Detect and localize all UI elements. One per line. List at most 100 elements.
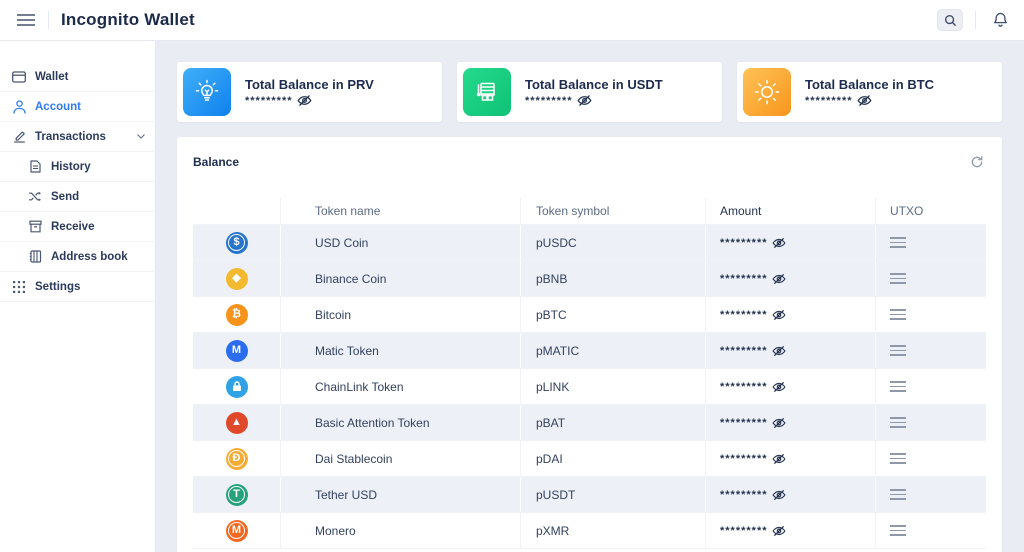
eye-slash-icon[interactable] [772, 345, 786, 357]
search-icon [944, 14, 956, 26]
eye-slash-icon[interactable] [772, 273, 786, 285]
card-title: Total Balance in BTC [805, 77, 935, 92]
sidebar-item-history[interactable]: History [0, 152, 155, 182]
token-symbol: pUSDT [521, 477, 706, 512]
token-name: Tether USD [281, 477, 521, 512]
utxo-menu-icon[interactable] [890, 309, 906, 320]
sidebar-item-wallet[interactable]: Wallet [0, 62, 155, 92]
sidebar-item-label: Address book [51, 250, 128, 263]
eye-slash-icon[interactable] [772, 525, 786, 537]
card-total-balance-prv: Total Balance in PRV ********* [177, 62, 442, 122]
table-row[interactable]: ◆ Binance Coin pBNB ********* [193, 261, 986, 297]
eye-slash-icon[interactable] [772, 237, 786, 249]
utxo-menu-icon[interactable] [890, 237, 906, 248]
eye-slash-icon[interactable] [772, 453, 786, 465]
sidebar-item-transactions[interactable]: Transactions [0, 122, 155, 152]
wallet-icon [12, 70, 26, 84]
balance-cards: Total Balance in PRV ********* [177, 62, 1002, 122]
table-row[interactable]: M Monero pXMR ********* [193, 513, 986, 549]
sidebar-item-label: Send [51, 190, 80, 203]
link-coin-icon [225, 375, 248, 398]
table-row[interactable]: ₿ Bitcoin pBTC ********* [193, 297, 986, 333]
sidebar-item-label: Wallet [35, 71, 69, 83]
masked-amount: ********* [525, 94, 573, 107]
token-symbol: pLINK [521, 369, 706, 404]
sidebar-item-send[interactable]: Send [0, 182, 155, 212]
eye-slash-icon[interactable] [772, 489, 786, 501]
lightbulb-icon [183, 68, 231, 116]
token-name: Matic Token [281, 333, 521, 368]
token-name: Binance Coin [281, 261, 521, 296]
token-name: Monero [281, 513, 521, 548]
utxo-menu-icon[interactable] [890, 453, 906, 464]
utxo-menu-icon[interactable] [890, 345, 906, 356]
sidebar-item-settings[interactable]: Settings [0, 272, 155, 302]
utxo-menu-icon[interactable] [890, 489, 906, 500]
receive-icon [28, 220, 42, 234]
masked-amount: ********* [720, 272, 768, 285]
send-icon [28, 190, 42, 204]
sidebar-item-label: Settings [35, 280, 81, 293]
usdc-coin-icon: $ [225, 231, 248, 254]
col-header-token-name: Token name [281, 197, 521, 224]
sidebar-item-receive[interactable]: Receive [0, 212, 155, 242]
table-row[interactable]: M Matic Token pMATIC ********* [193, 333, 986, 369]
token-name: USD Coin [281, 225, 521, 260]
account-icon [12, 99, 26, 114]
search-button[interactable] [937, 9, 963, 31]
main-content: Total Balance in PRV ********* [157, 41, 1024, 552]
table-row[interactable]: $ USD Coin pUSDC ********* [193, 225, 986, 261]
card-total-balance-usdt: Total Balance in USDT ********* [457, 62, 722, 122]
utxo-menu-icon[interactable] [890, 525, 906, 536]
col-header-icon [193, 197, 281, 224]
table-row[interactable]: ChainLink Token pLINK ********* [193, 369, 986, 405]
header-divider [48, 11, 49, 29]
dai-coin-icon: Ð [225, 447, 248, 470]
table-row[interactable]: T Tether USD pUSDT ********* [193, 477, 986, 513]
sidebar-item-label: Transactions [35, 130, 106, 143]
table-header-row: Token name Token symbol Amount UTXO [193, 197, 986, 225]
table-row[interactable]: Ð Dai Stablecoin pDAI ********* [193, 441, 986, 477]
eye-slash-icon[interactable] [772, 417, 786, 429]
utxo-menu-icon[interactable] [890, 381, 906, 392]
eye-slash-icon[interactable] [857, 94, 872, 107]
bat-coin-icon: ▲ [225, 411, 248, 434]
notifications-button[interactable] [988, 8, 1012, 32]
panel-title: Balance [193, 155, 240, 169]
bnb-coin-icon: ◆ [225, 267, 248, 290]
token-symbol: pUSDC [521, 225, 706, 260]
masked-amount: ********* [720, 488, 768, 501]
matic-coin-icon: M [225, 339, 248, 362]
chevron-down-icon [137, 134, 145, 139]
sun-icon [743, 68, 791, 116]
menu-icon[interactable] [12, 6, 40, 34]
eye-slash-icon[interactable] [772, 309, 786, 321]
col-header-utxo: UTXO [890, 203, 924, 218]
transactions-icon [12, 130, 26, 144]
masked-amount: ********* [720, 236, 768, 249]
page-title: Incognito Wallet [61, 10, 195, 29]
token-symbol: pXMR [521, 513, 706, 548]
masked-amount: ********* [720, 524, 768, 537]
eye-slash-icon[interactable] [297, 94, 312, 107]
sidebar-item-address-book[interactable]: Address book [0, 242, 155, 272]
token-name: Basic Attention Token [281, 405, 521, 440]
utxo-menu-icon[interactable] [890, 417, 906, 428]
header-divider [975, 11, 976, 29]
address-book-icon [28, 250, 42, 264]
col-header-token-symbol: Token symbol [521, 197, 706, 224]
usdt-coin-icon: T [225, 483, 248, 506]
sidebar-item-account[interactable]: Account [0, 92, 155, 122]
token-name: ChainLink Token [281, 369, 521, 404]
eye-slash-icon[interactable] [577, 94, 592, 107]
sidebar-item-label: Account [35, 100, 81, 113]
masked-amount: ********* [245, 94, 293, 107]
table-row[interactable]: ▲ Basic Attention Token pBAT ********* [193, 405, 986, 441]
utxo-menu-icon[interactable] [890, 273, 906, 284]
xmr-coin-icon: M [225, 519, 248, 542]
sidebar: Wallet Account Transactions History [0, 41, 156, 552]
eye-slash-icon[interactable] [772, 381, 786, 393]
token-symbol: pMATIC [521, 333, 706, 368]
refresh-icon[interactable] [968, 153, 986, 171]
